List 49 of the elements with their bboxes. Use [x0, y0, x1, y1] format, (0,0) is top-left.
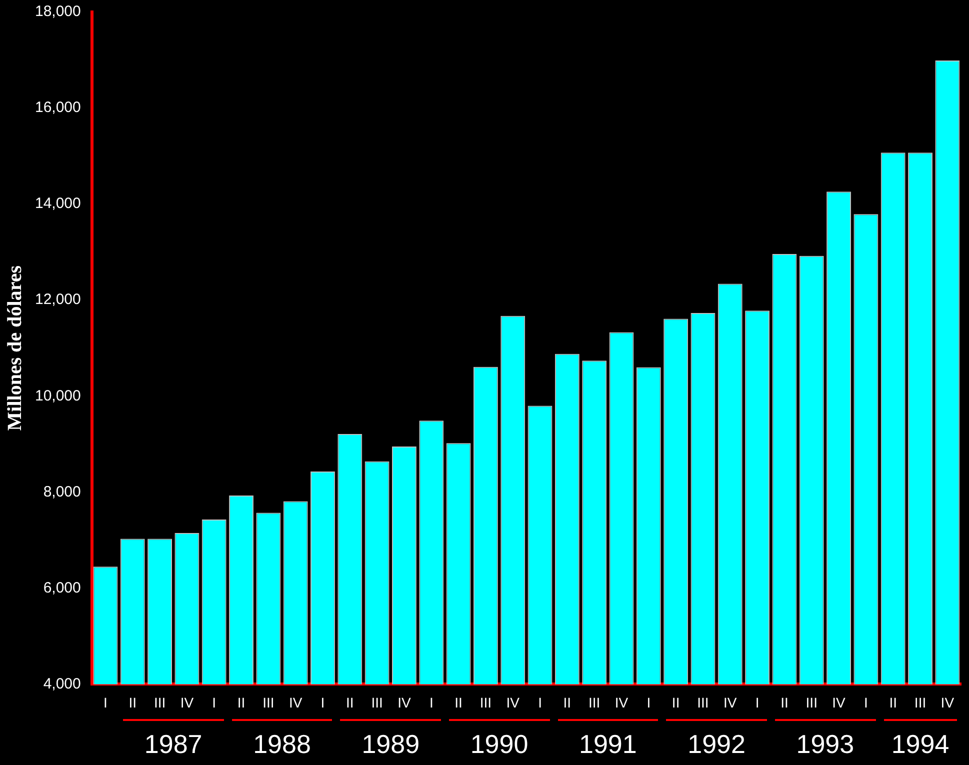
- x-tick-label: III: [806, 694, 818, 710]
- x-tick-label: II: [563, 694, 572, 710]
- text: 1987: [143, 729, 204, 760]
- x-tick-label: III: [480, 694, 492, 710]
- x-tick-label: I: [212, 694, 216, 710]
- x-tick-label: IV: [180, 694, 194, 710]
- x-tick-label: IV: [398, 694, 412, 710]
- text: 1989: [360, 729, 421, 760]
- x-tick-label: II: [672, 694, 680, 710]
- text: 1991: [578, 729, 638, 760]
- y-tick-label: 10,000: [34, 387, 81, 404]
- y-tick-label: 16,000: [34, 99, 81, 116]
- x-tick-label: I: [538, 694, 542, 710]
- x-tick-label: IV: [940, 694, 955, 710]
- x-tick-label: IV: [506, 694, 520, 710]
- x-tick-label: II: [780, 694, 788, 710]
- y-tick-label: 12,000: [34, 291, 81, 308]
- x-tick-label: IV: [614, 694, 629, 710]
- y-tick-label: 6,000: [43, 579, 81, 596]
- x-tick-label: I: [646, 694, 651, 710]
- x-tick-label: I: [755, 694, 760, 710]
- x-tick-label: III: [371, 694, 383, 710]
- x-tick-label: II: [237, 694, 246, 710]
- x-tick-label: I: [429, 694, 434, 710]
- y-tick-label: 14,000: [34, 195, 81, 212]
- x-tick-label: I: [320, 694, 325, 710]
- x-tick-label: III: [697, 694, 709, 710]
- x-tick-label: III: [914, 694, 926, 710]
- x-tick-label: II: [128, 694, 137, 710]
- x-tick-label: II: [889, 694, 897, 710]
- text: 1988: [252, 729, 312, 760]
- x-tick-label: IV: [832, 694, 846, 710]
- x-tick-label: I: [864, 694, 868, 710]
- x-tick-label: IV: [724, 694, 738, 710]
- x-tick-label: II: [346, 694, 354, 710]
- text: 1993: [795, 729, 856, 760]
- text: 1994: [890, 729, 950, 760]
- text: 1990: [469, 729, 530, 760]
- y-axis-title: Millones de dólares: [4, 265, 26, 431]
- x-tick-label: III: [588, 694, 600, 710]
- x-tick-label: II: [454, 694, 462, 710]
- y-tick-label: 4,000: [43, 675, 81, 692]
- x-tick-label: III: [154, 694, 166, 710]
- x-tick-label: III: [262, 694, 274, 710]
- y-tick-label: 8,000: [43, 483, 81, 500]
- x-tick-label: IV: [288, 694, 303, 710]
- text: 1992: [686, 729, 746, 760]
- y-tick-label: 18,000: [34, 3, 81, 20]
- x-tick-label: I: [104, 694, 108, 710]
